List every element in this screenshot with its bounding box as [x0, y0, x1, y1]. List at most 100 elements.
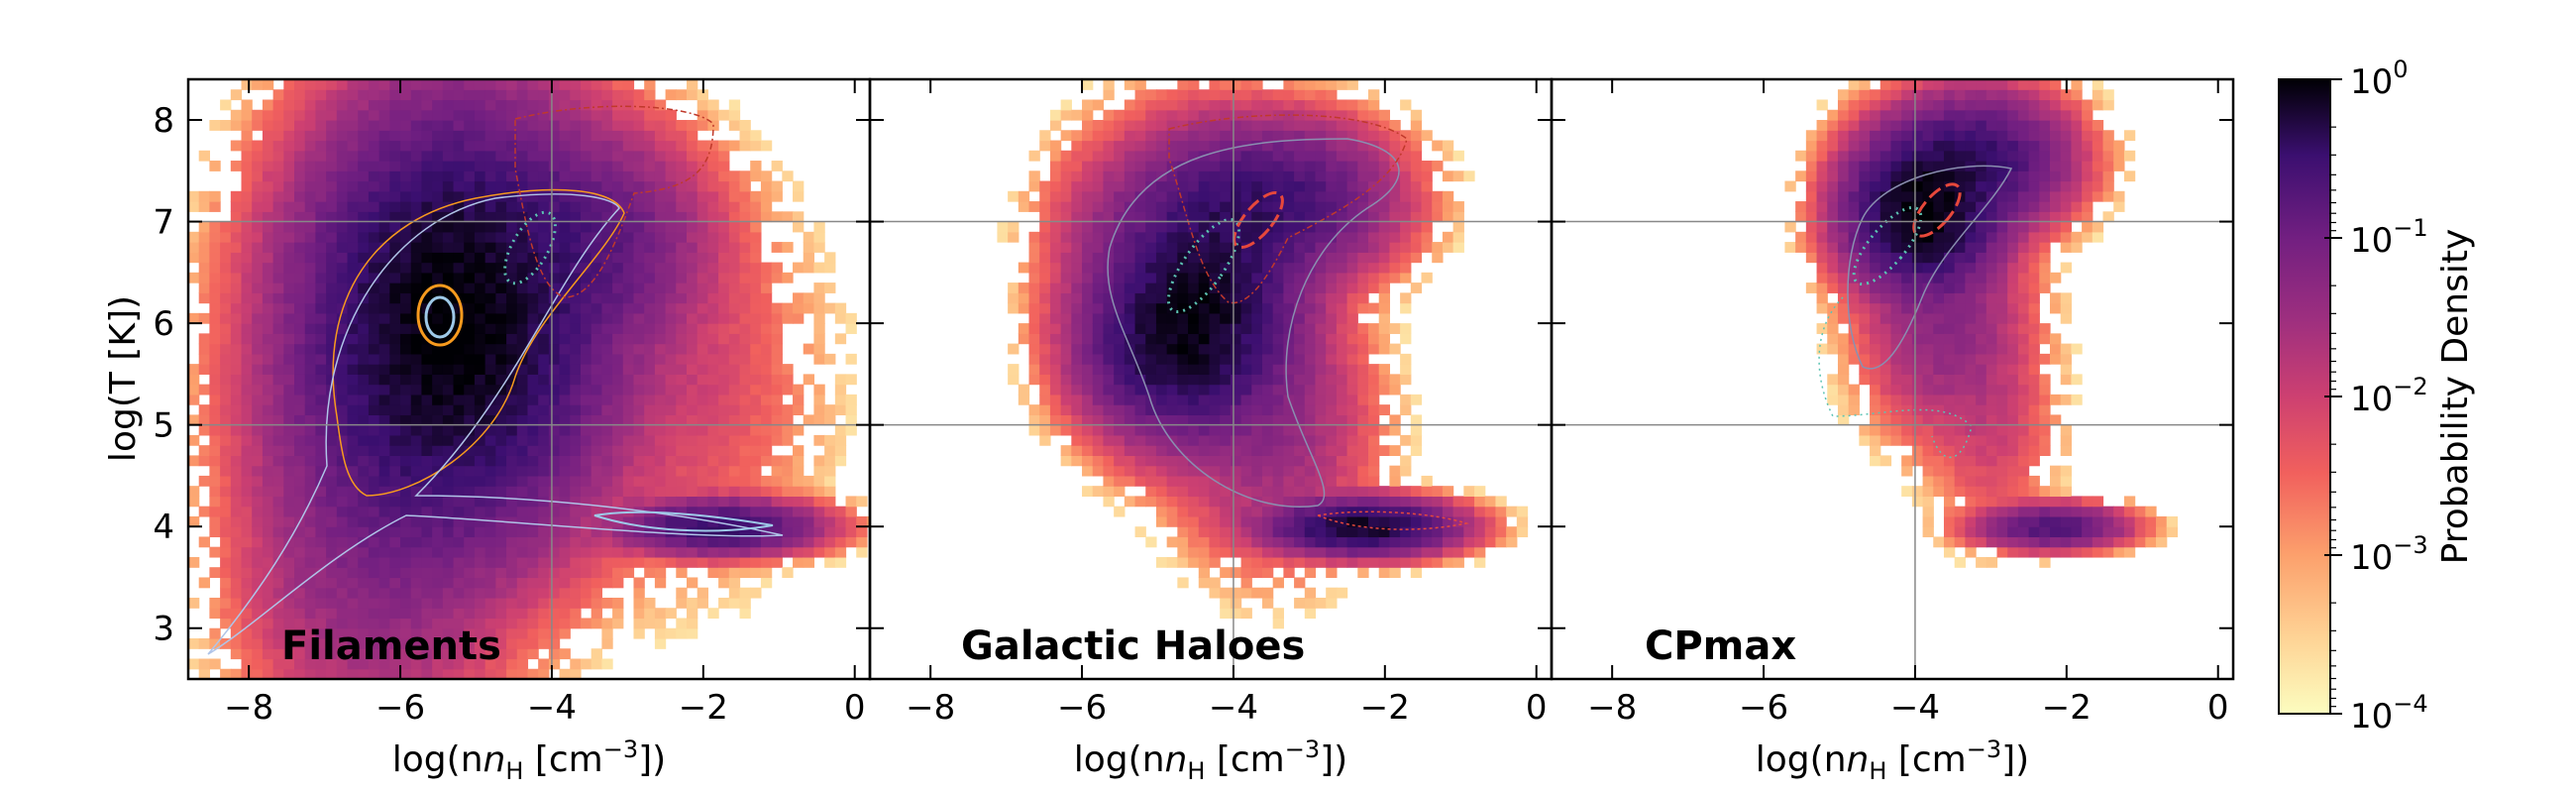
- heatmap-cell: [1294, 475, 1306, 487]
- heatmap-cell: [1805, 242, 1818, 253]
- heatmap-cell: [1400, 556, 1412, 568]
- heatmap-cell: [358, 302, 370, 314]
- heatmap-cell: [1389, 445, 1401, 456]
- heatmap-cell: [1784, 242, 1796, 253]
- heatmap-cell: [570, 140, 582, 152]
- heatmap-cell: [252, 150, 264, 162]
- heatmap-cell: [590, 475, 602, 487]
- heatmap-cell: [1261, 486, 1274, 498]
- heatmap-cell: [739, 445, 751, 456]
- heatmap-cell: [633, 109, 645, 121]
- heatmap-cell: [570, 343, 582, 355]
- heatmap-cell: [315, 140, 327, 152]
- heatmap-cell: [633, 161, 645, 171]
- heatmap-cell: [252, 161, 264, 171]
- heatmap-cell: [793, 496, 805, 508]
- heatmap-cell: [1805, 252, 1818, 264]
- heatmap-cell: [368, 190, 380, 202]
- heatmap-cell: [453, 283, 465, 293]
- heatmap-cell: [347, 465, 359, 477]
- heatmap-cell: [1294, 272, 1306, 283]
- heatmap-cell: [538, 231, 550, 243]
- heatmap-cell: [1114, 120, 1126, 131]
- heatmap-cell: [1166, 312, 1178, 324]
- heatmap-cell: [1251, 292, 1263, 304]
- heatmap-cell: [633, 283, 645, 293]
- heatmap-cell: [538, 486, 550, 498]
- heatmap-cell: [548, 506, 561, 517]
- heatmap-cell: [1071, 404, 1083, 415]
- heatmap-cell: [1251, 353, 1263, 365]
- heatmap-cell: [813, 515, 825, 527]
- heatmap-cell: [1124, 211, 1136, 223]
- heatmap-cell: [389, 597, 401, 609]
- heatmap-cell: [389, 445, 401, 456]
- heatmap-cell: [1134, 161, 1146, 171]
- heatmap-cell: [1368, 211, 1380, 223]
- heatmap-cell: [1378, 180, 1391, 192]
- heatmap-cell: [644, 364, 656, 375]
- heatmap-cell: [1315, 333, 1327, 345]
- heatmap-cell: [347, 190, 359, 202]
- heatmap-cell: [1357, 262, 1369, 274]
- heatmap-cell: [665, 221, 677, 233]
- heatmap-cell: [347, 109, 359, 121]
- heatmap-cell: [760, 556, 773, 568]
- heatmap-cell: [400, 618, 412, 629]
- heatmap-cell: [230, 445, 243, 456]
- heatmap-cell: [336, 79, 349, 90]
- heatmap-cell: [1336, 211, 1348, 223]
- heatmap-cell: [220, 312, 232, 324]
- heatmap-cell: [241, 374, 253, 386]
- heatmap-cell: [1039, 252, 1051, 264]
- heatmap-cell: [1103, 374, 1115, 386]
- heatmap-cell: [760, 323, 773, 334]
- heatmap-cell: [283, 130, 295, 142]
- heatmap-cell: [400, 190, 412, 202]
- heatmap-cell: [538, 180, 550, 192]
- heatmap-cell: [1315, 252, 1327, 264]
- heatmap-cell: [272, 333, 284, 345]
- heatmap-cell: [622, 353, 635, 365]
- heatmap-cell: [358, 312, 370, 324]
- heatmap-cell: [400, 668, 412, 679]
- heatmap-cell: [220, 546, 232, 558]
- heatmap-cell: [230, 424, 243, 436]
- heatmap-cell: [1357, 170, 1369, 182]
- heatmap-cell: [1315, 434, 1327, 446]
- heatmap-cell: [1230, 283, 1242, 293]
- heatmap-cell: [410, 627, 423, 639]
- heatmap-cell: [1134, 302, 1146, 314]
- heatmap-cell: [559, 79, 571, 90]
- heatmap-cell: [813, 455, 825, 467]
- heatmap-cell: [1378, 374, 1391, 386]
- heatmap-cell: [1060, 323, 1072, 334]
- heatmap-cell: [516, 404, 529, 415]
- heatmap-cell: [1209, 323, 1221, 334]
- heatmap-cell: [1336, 394, 1348, 405]
- heatmap-cell: [389, 587, 401, 599]
- heatmap-cell: [484, 272, 496, 283]
- heatmap-cell: [1209, 180, 1221, 192]
- heatmap-cell: [262, 424, 274, 436]
- heatmap-cell: [1346, 262, 1358, 274]
- heatmap-cell: [824, 556, 836, 568]
- heatmap-cell: [1272, 424, 1284, 436]
- heatmap-cell: [326, 231, 338, 243]
- heatmap-cell: [1124, 434, 1136, 446]
- heatmap-cell: [272, 465, 284, 477]
- heatmap-cell: [241, 627, 253, 639]
- heatmap-cell: [1145, 424, 1157, 436]
- heatmap-cell: [644, 252, 656, 264]
- heatmap-cell: [1283, 99, 1295, 111]
- heatmap-cell: [474, 130, 486, 142]
- heatmap-cell: [220, 384, 232, 396]
- heatmap-cell: [654, 475, 667, 487]
- heatmap-cell: [506, 658, 518, 670]
- heatmap-cell: [241, 556, 253, 568]
- heatmap-cell: [707, 333, 719, 345]
- heatmap-cell: [612, 445, 624, 456]
- heatmap-cell: [1134, 170, 1146, 182]
- heatmap-cell: [358, 637, 370, 649]
- heatmap-cell: [484, 404, 496, 415]
